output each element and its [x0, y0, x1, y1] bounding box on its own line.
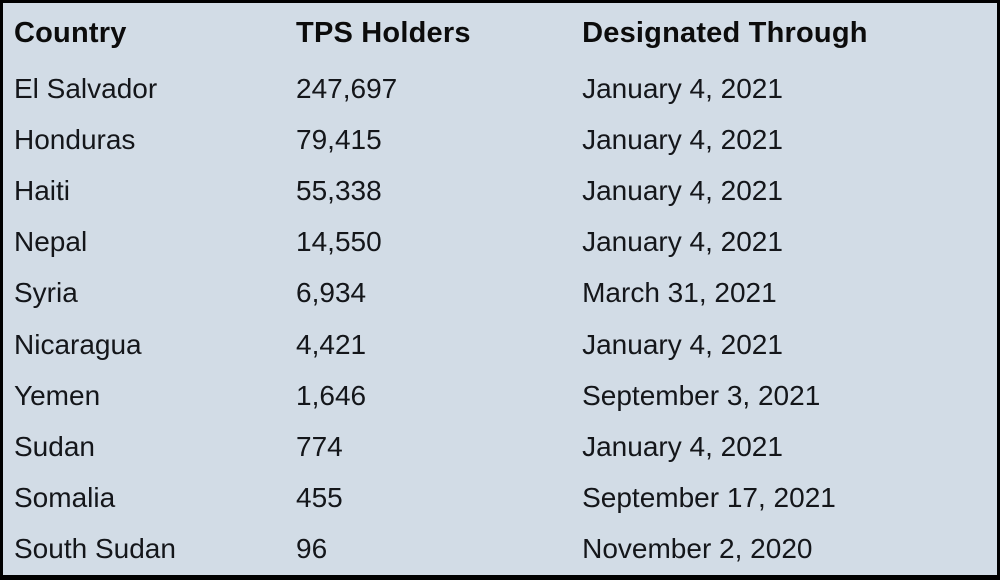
header-row: Country TPS Holders Designated Through — [3, 3, 997, 63]
table-row: Yemen 1,646 September 3, 2021 — [3, 370, 997, 421]
country-cell: Nepal — [14, 226, 88, 258]
country-cell: Somalia — [14, 482, 116, 514]
tps-holders-table: Country TPS Holders Designated Through E… — [3, 3, 997, 575]
tps-holders-cell: 774 — [296, 430, 343, 462]
table-row: Nepal 14,550 January 4, 2021 — [3, 217, 997, 268]
table-row: Somalia 455 September 17, 2021 — [3, 473, 997, 524]
country-cell: Syria — [14, 277, 78, 309]
table-body: El Salvador 247,697 January 4, 2021 Hondura… — [3, 63, 997, 575]
column-header-tps-holders: TPS Holders — [296, 16, 471, 49]
designated-through-cell: January 4, 2021 — [582, 174, 783, 206]
tps-holders-cell: 4,421 — [296, 328, 367, 360]
table-row: Syria 6,934 March 31, 2021 — [3, 268, 997, 319]
designated-through-cell: January 4, 2021 — [582, 226, 783, 258]
table-row: El Salvador 247,697 January 4, 2021 — [3, 63, 997, 114]
designated-through-cell: September 3, 2021 — [582, 379, 821, 411]
tps-holders-cell: 14,550 — [296, 226, 382, 258]
tps-holders-cell: 96 — [296, 533, 328, 565]
table-row: Sudan 774 January 4, 2021 — [3, 421, 997, 472]
table-header: Country TPS Holders Designated Through — [3, 3, 997, 63]
country-cell: Yemen — [14, 379, 101, 411]
column-header-designated-through: Designated Through — [582, 16, 868, 49]
designated-through-cell: March 31, 2021 — [582, 277, 777, 309]
country-cell: South Sudan — [14, 533, 176, 565]
tps-holders-cell: 247,697 — [296, 72, 398, 104]
table-row: Nicaragua 4,421 January 4, 2021 — [3, 319, 997, 370]
country-cell: Haiti — [14, 174, 71, 206]
designated-through-cell: January 4, 2021 — [582, 72, 783, 104]
table-row: Haiti 55,338 January 4, 2021 — [3, 165, 997, 216]
country-cell: El Salvador — [14, 72, 158, 104]
country-cell: Nicaragua — [14, 328, 142, 360]
designated-through-cell: January 4, 2021 — [582, 328, 783, 360]
tps-holders-cell: 455 — [296, 482, 343, 514]
tps-holders-cell: 55,338 — [296, 174, 382, 206]
table-row: Honduras 79,415 January 4, 2021 — [3, 114, 997, 165]
tps-holders-cell: 6,934 — [296, 277, 367, 309]
designated-through-cell: January 4, 2021 — [582, 430, 783, 462]
designated-through-cell: September 17, 2021 — [582, 482, 836, 514]
designated-through-cell: November 2, 2020 — [582, 533, 813, 565]
tps-holders-cell: 79,415 — [296, 123, 382, 155]
designated-through-cell: January 4, 2021 — [582, 123, 783, 155]
column-header-country: Country — [14, 16, 127, 49]
country-cell: Honduras — [14, 123, 136, 155]
tps-holders-cell: 1,646 — [296, 379, 367, 411]
table-row: South Sudan 96 November 2, 2020 — [3, 524, 997, 575]
country-cell: Sudan — [14, 430, 95, 462]
